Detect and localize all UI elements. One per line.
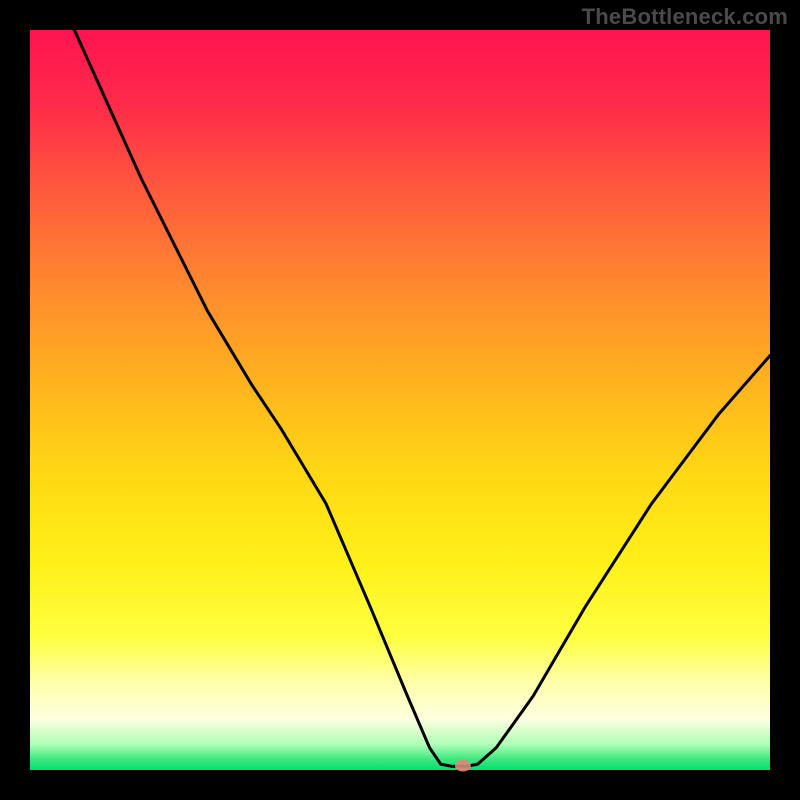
watermark-text: TheBottleneck.com (582, 4, 788, 30)
plot-heat-background (30, 30, 770, 770)
chart-container: TheBottleneck.com (0, 0, 800, 800)
current-config-marker (455, 760, 471, 772)
bottleneck-chart (0, 0, 800, 800)
